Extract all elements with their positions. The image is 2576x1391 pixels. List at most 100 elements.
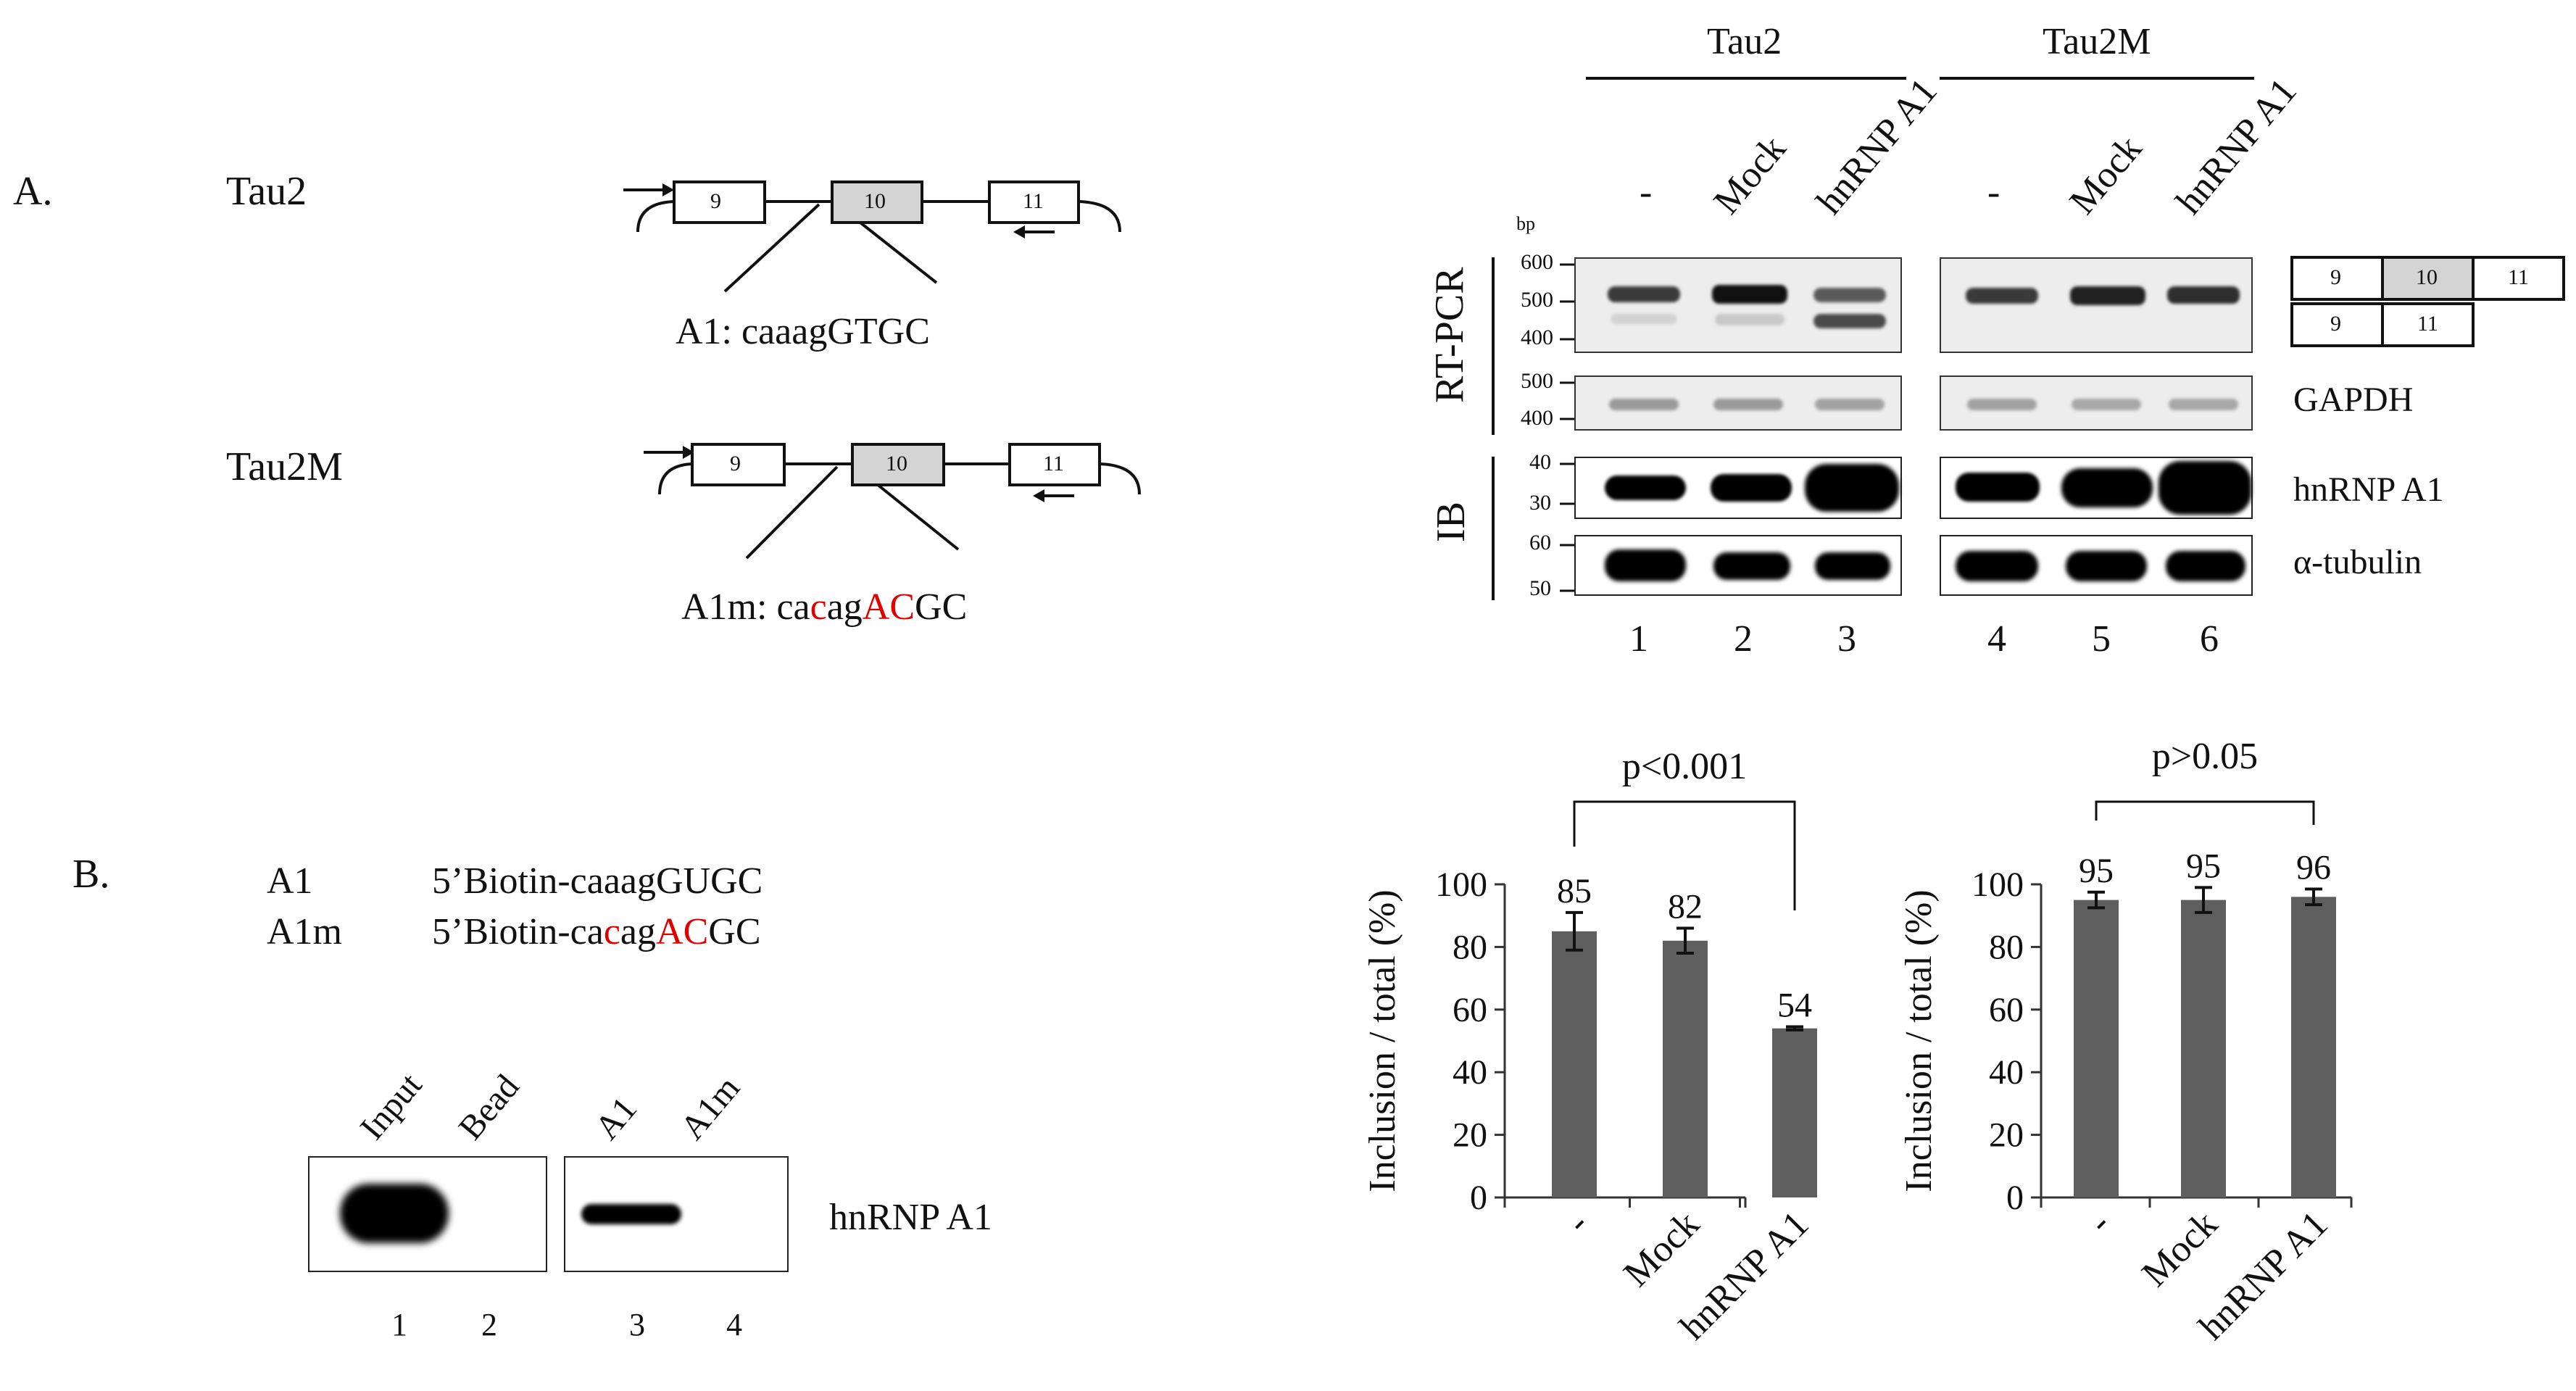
tubulin-blot-tau2m: [1940, 535, 2253, 596]
product-full-label-10: 10: [2416, 265, 2438, 289]
tub-band-2: [1713, 552, 1790, 580]
chart1-bar-1: [1552, 931, 1597, 1197]
row-label-hnrnpa1: hnRNP A1: [2293, 470, 2444, 509]
probe-a1m-seq: 5’Biotin-cacagACGC: [432, 911, 761, 952]
chart1-ytick-label: 40: [1453, 1053, 1487, 1092]
tau-minigene-diagram: [623, 180, 1141, 560]
tau2-a1-site: A1: caaagGTGC: [676, 311, 930, 352]
product-full-exon-11: [2472, 256, 2565, 301]
band-lane1-inclusion: [1608, 286, 1680, 302]
gapdh-band-2: [1713, 399, 1783, 410]
gapdh-tick-400: 400: [1521, 406, 1553, 430]
hnrnpa1-blot-tau2: [1574, 457, 1902, 519]
a1-tick-30: 30: [1529, 491, 1551, 515]
a1-band-2: [1711, 474, 1792, 502]
tau2m-exon-11-label: 11: [1043, 452, 1064, 476]
band-lane4-inclusion: [1966, 288, 2038, 304]
band-lane6-inclusion: [2167, 286, 2240, 304]
bp-unit: bp: [1516, 213, 1535, 234]
rtpcr-tick-400: 400: [1521, 325, 1553, 349]
band-lane3-skip: [1813, 314, 1886, 328]
chart2-bar-3: [2291, 897, 2336, 1197]
condition-label-4: -: [1987, 172, 2000, 213]
product-skip-label-11: 11: [2417, 312, 2438, 336]
gapdh-band-3: [1815, 399, 1885, 410]
tau2m-right-flank: [1099, 462, 1141, 495]
a1-tick-40: 40: [1529, 450, 1551, 474]
pulldown-lane-4: 4: [726, 1307, 742, 1342]
pulldown-band-input: [340, 1184, 449, 1243]
tau2-right-flank: [1078, 200, 1121, 233]
product-skip-label-9: 9: [2330, 312, 2341, 336]
hnrnpa1-blot-tau2m: [1940, 457, 2253, 519]
chart2-category-label-1: -: [2080, 1203, 2119, 1242]
gel-lane-6: 6: [2200, 618, 2219, 660]
tau2m-exon-10-label: 10: [886, 452, 907, 476]
probe-a1-name: A1: [267, 860, 313, 902]
chart2-ytick-label: 0: [2006, 1179, 2024, 1217]
pulldown-lane-1: 1: [391, 1307, 407, 1342]
chart1-category-label-2: Mock: [1616, 1203, 1707, 1295]
chart1-data-label-2: 82: [1668, 887, 1703, 926]
tau2m-exon-9: [691, 443, 786, 486]
gapdh-band-1: [1609, 399, 1679, 410]
tubulin-blot-tau2: [1574, 535, 1902, 596]
gel-lane-1: 1: [1629, 618, 1648, 660]
tau2-exon-9: [673, 180, 766, 224]
a1-band-3: [1805, 464, 1899, 512]
gel-lane-4: 4: [1987, 618, 2006, 660]
band-lane1-skip: [1611, 314, 1677, 324]
pulldown-lane-3: 3: [629, 1307, 645, 1342]
gapdh-band-5: [2072, 399, 2141, 410]
chart2-bar-2: [2181, 900, 2226, 1197]
chart2-data-label-2: 95: [2186, 847, 2221, 885]
chart2-bar-1: [2074, 900, 2119, 1197]
tau2-exon-10: [831, 180, 923, 224]
chart1-ytick-label: 0: [1470, 1179, 1487, 1217]
gapdh-band-4: [1967, 399, 2037, 410]
size-tick-marks: [1560, 263, 1574, 592]
chart1-ylabel: Inclusion / total (%): [1362, 889, 1403, 1192]
tau2m-exon-11: [1008, 443, 1101, 486]
chart1-bar-3: [1772, 1028, 1817, 1197]
tau2-label: Tau2: [226, 169, 307, 214]
gel-lines: [1492, 77, 2254, 600]
tau2m-label: Tau2M: [226, 444, 343, 489]
band-lane5-inclusion: [2070, 286, 2145, 305]
chart2-ytick-label: 20: [1989, 1116, 2024, 1155]
chart2-ytick-label: 40: [1989, 1053, 2024, 1092]
band-lane2-skip: [1715, 314, 1784, 325]
gapdh-band-6: [2169, 399, 2238, 410]
tau2m-left-flank: [658, 462, 693, 495]
a1-band-6: [2159, 461, 2251, 515]
chart2-ylabel: Inclusion / total (%): [1898, 889, 1940, 1192]
chart1-significance-bracket: [1573, 800, 1796, 910]
tub-band-1: [1605, 549, 1686, 581]
chart1-data-label-1: 85: [1557, 872, 1592, 910]
pulldown-blot-right: [564, 1156, 789, 1272]
tub-band-6: [2166, 551, 2245, 581]
rtpcr-gel-tau2: [1574, 257, 1902, 353]
tub-band-4: [1956, 551, 2038, 581]
chart1-ytick-label: 60: [1453, 991, 1487, 1029]
chart2-data-label-3: 96: [2296, 848, 2331, 886]
pulldown-blot-label: hnRNP A1: [829, 1197, 992, 1238]
tau2-exon-11-label: 11: [1023, 189, 1044, 213]
gapdh-tick-500: 500: [1521, 369, 1553, 393]
chart1-ytick-label: 80: [1453, 928, 1487, 966]
group-label-tau2: Tau2: [1707, 21, 1782, 62]
chart2-category-label-2: Mock: [2134, 1203, 2225, 1295]
gel-lane-3: 3: [1837, 618, 1856, 660]
probe-a1-seq: 5’Biotin-caaagGUGC: [432, 860, 763, 902]
tau2-exon-9-label: 9: [710, 189, 721, 213]
tau2-exon-10-label: 10: [864, 189, 886, 213]
chart2-ytick-label: 80: [1989, 928, 2024, 966]
chart2-ytick-label: 100: [1972, 865, 2024, 904]
rtpcr-gel-tau2m: [1940, 257, 2253, 353]
product-full-label-11: 11: [2508, 265, 2529, 289]
rtpcr-tick-500: 500: [1521, 288, 1553, 312]
product-full-label-9: 9: [2330, 265, 2341, 289]
condition-label-1: -: [1640, 172, 1653, 213]
gapdh-gel-tau2m: [1940, 375, 2253, 431]
